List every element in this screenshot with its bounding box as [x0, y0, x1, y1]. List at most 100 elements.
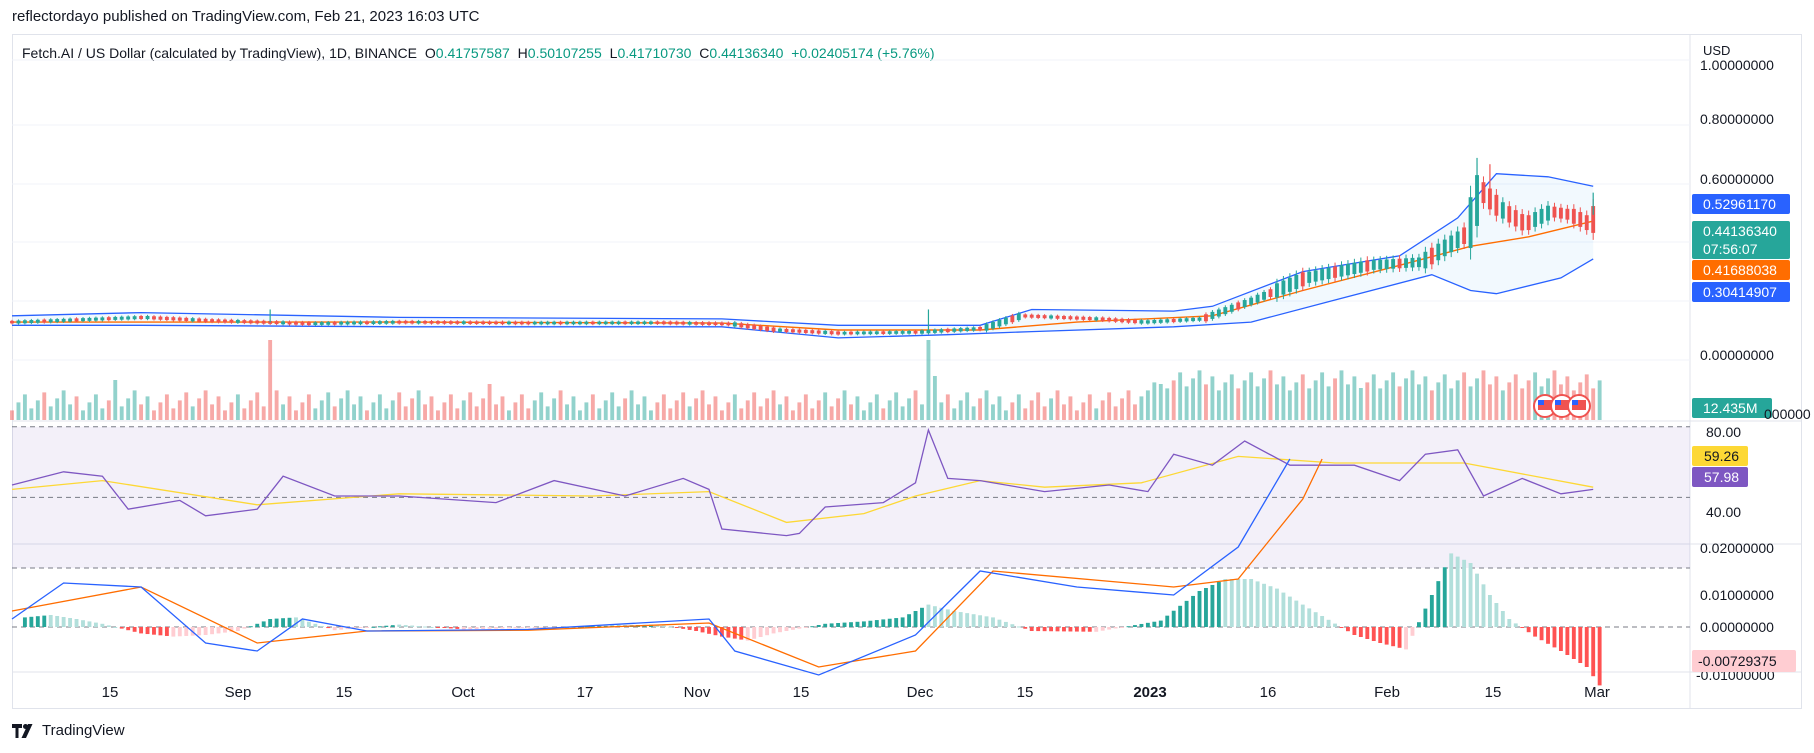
volume-bar — [35, 400, 40, 420]
volume-bar — [1513, 374, 1518, 420]
macd-histogram-bar — [287, 617, 292, 627]
candle-body — [971, 327, 976, 331]
volume-bar — [1320, 372, 1325, 420]
macd-histogram-bar — [739, 627, 744, 640]
candle-body — [448, 321, 453, 324]
volume-bar — [771, 390, 776, 420]
macd-histogram-bar — [1494, 603, 1499, 627]
macd-histogram-bar — [1417, 622, 1421, 627]
macd-histogram-bar — [1191, 595, 1195, 627]
volume-bar — [539, 392, 544, 420]
candle-body — [1320, 269, 1325, 281]
volume-bar — [68, 404, 73, 420]
candle-body — [1107, 317, 1112, 322]
volume-bar — [132, 390, 137, 420]
macd-histogram-bar — [248, 626, 253, 628]
candle-body — [1249, 297, 1254, 305]
volume-bar — [1526, 380, 1531, 420]
candle-body — [365, 321, 369, 325]
macd-tick-label: 0.02000000 — [1700, 540, 1774, 556]
volume-bar — [1339, 370, 1344, 420]
candle-body — [603, 321, 608, 325]
volume-bar — [1507, 382, 1512, 420]
macd-histogram-bar — [1546, 627, 1550, 644]
macd-histogram-bar — [887, 618, 892, 627]
candle-body — [177, 317, 182, 321]
candle-body — [694, 321, 699, 325]
macd-histogram-bar — [661, 625, 666, 627]
volume-axis-tick: 000000 — [1764, 406, 1811, 422]
volume-bar — [648, 410, 653, 420]
volume-bar — [455, 408, 460, 420]
volume-bar — [849, 404, 853, 420]
volume-bar — [1410, 370, 1415, 420]
rsi-value-bg — [1692, 467, 1748, 487]
candle-body — [1462, 227, 1467, 244]
macd-value: -0.00729375 — [1698, 653, 1777, 669]
candle-body — [829, 331, 834, 335]
volume-bar — [1455, 380, 1460, 420]
volume-bar — [552, 398, 557, 420]
macd-tick-label: 0.00000000 — [1700, 619, 1774, 635]
volume-bar — [513, 402, 518, 420]
candle-body — [1062, 315, 1066, 320]
volume-bar — [681, 392, 686, 420]
brand-name: TradingView — [42, 722, 125, 739]
macd-signal-line — [11, 458, 1323, 668]
tradingview-brand[interactable]: TradingView — [12, 722, 125, 739]
candle-body — [578, 321, 582, 325]
ma-price-label-bg — [1692, 260, 1790, 280]
macd-histogram-bar — [152, 627, 156, 635]
macd-histogram-bar — [707, 627, 711, 634]
macd-histogram-bar — [545, 627, 550, 628]
macd-histogram-bar — [1429, 595, 1434, 627]
volume-bar — [1500, 390, 1505, 420]
volume-bar — [81, 410, 85, 420]
macd-histogram-bar — [952, 611, 957, 627]
candle-body — [171, 317, 176, 321]
macd-histogram-bar — [268, 619, 273, 627]
macd-histogram-bar — [1152, 621, 1157, 627]
macd-histogram-bar — [313, 623, 318, 627]
volume-bar — [719, 410, 724, 420]
candle-body — [300, 321, 305, 325]
macd-histogram-bar — [294, 617, 298, 627]
macd-histogram-bar — [1358, 627, 1363, 637]
candle-body — [784, 328, 789, 333]
volume-bar — [1481, 370, 1486, 420]
candle-body — [339, 321, 344, 325]
volume-bar — [410, 398, 415, 420]
candle-body — [1546, 205, 1550, 221]
macd-histogram-bar — [1507, 619, 1512, 627]
macd-histogram-bar — [597, 626, 602, 628]
macd-histogram-bar — [1371, 627, 1376, 641]
volume-bar — [448, 394, 453, 420]
volume-bar — [926, 340, 931, 420]
volume-bar — [487, 384, 492, 420]
volume-bar — [565, 404, 569, 420]
macd-histogram-bar — [494, 627, 498, 629]
macd-histogram-bar — [184, 627, 189, 636]
macd-histogram-bar — [390, 625, 395, 627]
macd-histogram-bar — [765, 627, 770, 636]
rsi-tick-label: 80.00 — [1706, 424, 1741, 440]
macd-histogram-bar — [719, 627, 724, 637]
candle-body — [203, 318, 208, 322]
volume-bar — [48, 406, 53, 420]
macd-histogram-bar — [22, 617, 27, 627]
volume-bar — [339, 398, 344, 420]
volume-bar — [248, 400, 253, 420]
candle-body — [991, 322, 995, 329]
volume-bar — [1397, 386, 1402, 420]
macd-histogram-bar — [603, 625, 608, 627]
volume-bar — [1494, 376, 1499, 420]
candle-body — [1584, 215, 1589, 231]
volume-bar — [119, 406, 124, 420]
candle-body — [139, 315, 144, 319]
macd-histogram-bar — [158, 627, 163, 636]
macd-histogram-bar — [1133, 625, 1137, 627]
candle-body — [106, 317, 111, 321]
candle-body — [1365, 260, 1370, 272]
candle-body — [1036, 314, 1041, 318]
